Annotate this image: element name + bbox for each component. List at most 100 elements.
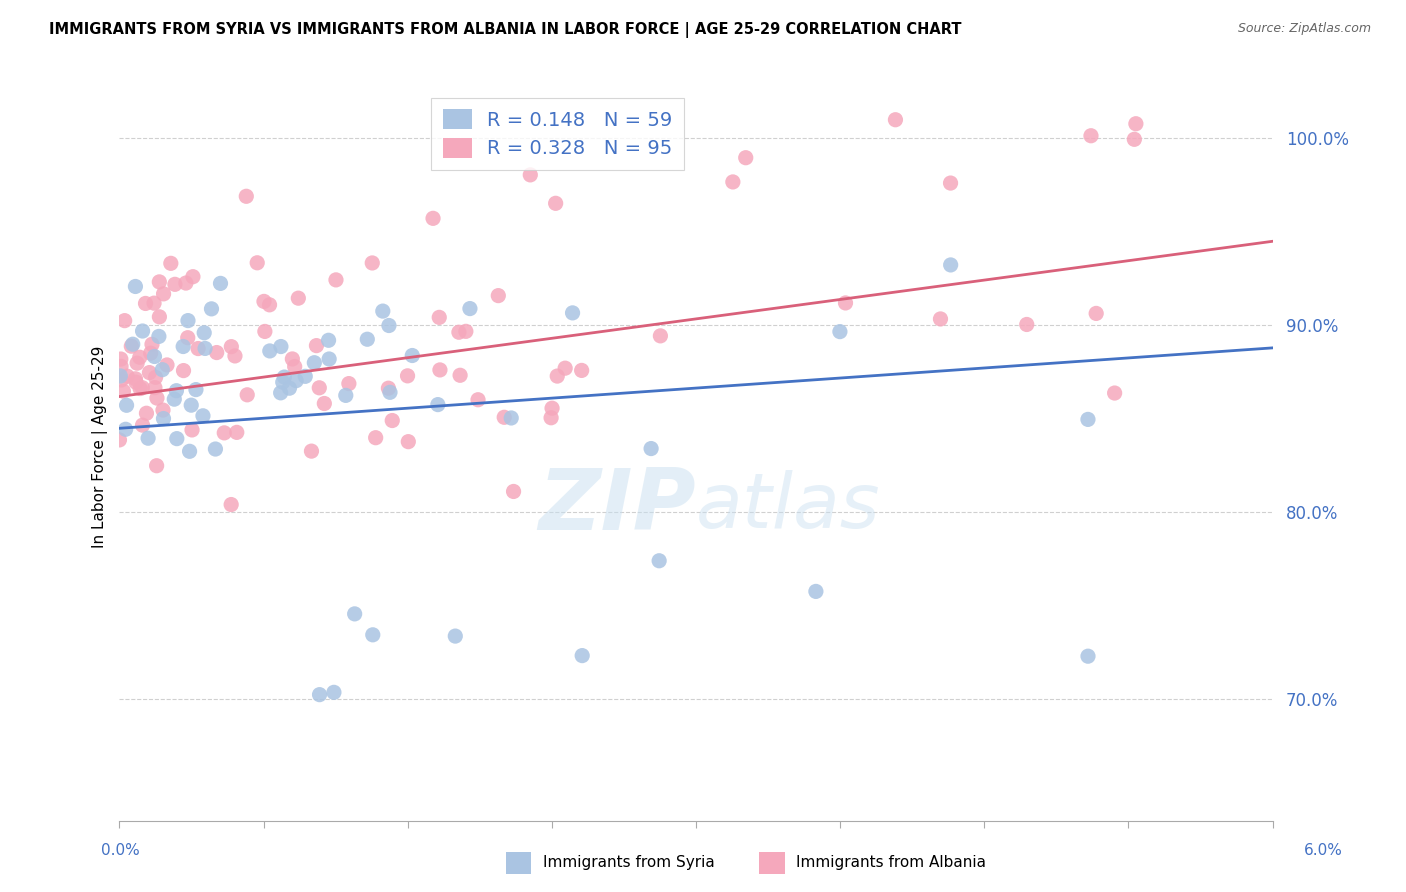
Point	[121, 337, 143, 351]
Point	[270, 385, 292, 400]
Text: ZIP: ZIP	[538, 466, 696, 549]
Point	[939, 176, 962, 190]
Point	[177, 313, 200, 327]
Point	[356, 332, 378, 346]
Point	[502, 484, 524, 499]
Point	[135, 406, 157, 420]
Point	[139, 346, 162, 360]
Text: IMMIGRANTS FROM SYRIA VS IMMIGRANTS FROM ALBANIA IN LABOR FORCE | AGE 25-29 CORR: IMMIGRANTS FROM SYRIA VS IMMIGRANTS FROM…	[49, 22, 962, 38]
Point	[308, 381, 330, 395]
Point	[449, 368, 471, 383]
Point	[136, 431, 159, 445]
Point	[148, 310, 170, 324]
Point	[152, 411, 174, 425]
Point	[561, 306, 583, 320]
Point	[131, 324, 153, 338]
Point	[541, 401, 564, 416]
Point	[152, 403, 174, 417]
Point	[361, 628, 384, 642]
Text: Source: ZipAtlas.com: Source: ZipAtlas.com	[1237, 22, 1371, 36]
Point	[544, 196, 567, 211]
Point	[181, 423, 204, 437]
Point	[225, 425, 247, 440]
Point	[447, 325, 470, 339]
Point	[422, 211, 444, 226]
Point	[884, 112, 907, 127]
Point	[145, 370, 167, 384]
Point	[939, 258, 962, 272]
Point	[287, 291, 309, 305]
Point	[278, 381, 301, 395]
Point	[1015, 318, 1038, 332]
Text: Immigrants from Syria: Immigrants from Syria	[543, 855, 714, 870]
Point	[138, 366, 160, 380]
Point	[204, 442, 226, 456]
Point	[129, 382, 152, 396]
Point	[1123, 132, 1146, 146]
Point	[124, 279, 146, 293]
Point	[145, 458, 167, 473]
Point	[143, 296, 166, 310]
Point	[125, 375, 148, 389]
Point	[174, 276, 197, 290]
Point	[337, 376, 360, 391]
Point	[163, 392, 186, 406]
Point	[194, 342, 217, 356]
Point	[377, 381, 399, 395]
Point	[378, 318, 401, 333]
Point	[467, 392, 489, 407]
Point	[1104, 386, 1126, 401]
Point	[1077, 649, 1099, 664]
Point	[181, 269, 204, 284]
Point	[173, 363, 195, 377]
Point	[427, 310, 450, 325]
Point	[146, 391, 169, 405]
Point	[148, 275, 170, 289]
Point	[120, 339, 142, 353]
Point	[285, 374, 308, 388]
Point	[184, 383, 207, 397]
Point	[834, 296, 856, 310]
Point	[650, 329, 672, 343]
Point	[108, 433, 131, 447]
Point	[721, 175, 744, 189]
Point	[318, 333, 340, 347]
Point	[163, 277, 186, 292]
Point	[246, 256, 269, 270]
Point	[396, 368, 419, 383]
Point	[115, 398, 138, 412]
Point	[401, 349, 423, 363]
Point	[152, 286, 174, 301]
Point	[284, 359, 307, 374]
Point	[335, 388, 357, 402]
Point	[396, 434, 419, 449]
Point	[127, 356, 149, 370]
Point	[318, 351, 340, 366]
Point	[519, 168, 541, 182]
Point	[219, 498, 242, 512]
Point	[361, 256, 384, 270]
Point	[546, 369, 568, 384]
Point	[224, 349, 246, 363]
Point	[429, 363, 451, 377]
Point	[371, 304, 394, 318]
Point	[494, 410, 516, 425]
Point	[114, 422, 136, 436]
Point	[294, 369, 316, 384]
Point	[165, 384, 187, 398]
Point	[929, 312, 952, 326]
Point	[143, 381, 166, 395]
Point	[131, 381, 153, 395]
Point	[486, 288, 509, 302]
Point	[115, 369, 138, 384]
Point	[381, 413, 404, 427]
Point	[193, 326, 215, 340]
Point	[159, 256, 181, 270]
Point	[110, 359, 132, 374]
Point	[1080, 128, 1102, 143]
Point	[501, 411, 523, 425]
Point	[172, 339, 194, 353]
Point	[166, 432, 188, 446]
Point	[281, 351, 304, 366]
Point	[378, 385, 401, 400]
